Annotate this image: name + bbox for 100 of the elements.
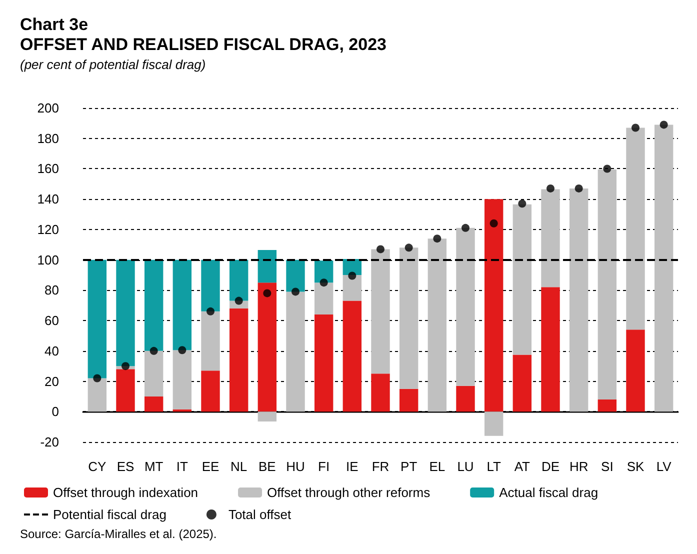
bar bbox=[569, 188, 588, 412]
point bbox=[433, 234, 442, 243]
legend-label: Potential fiscal drag bbox=[53, 507, 166, 522]
x-tick-label: EE bbox=[202, 459, 220, 474]
x-tick-label: NL bbox=[230, 459, 248, 474]
point bbox=[234, 296, 243, 305]
bar bbox=[371, 374, 390, 412]
x-tick-label: SK bbox=[626, 459, 644, 474]
x-tick-label: AT bbox=[514, 459, 530, 474]
x-tick-label: MT bbox=[144, 459, 164, 474]
point bbox=[122, 362, 130, 370]
bar bbox=[172, 350, 192, 410]
y-tick-label: 140 bbox=[37, 192, 59, 207]
bar bbox=[456, 228, 475, 386]
bar bbox=[626, 330, 645, 412]
bar bbox=[258, 282, 277, 412]
x-tick-label: HR bbox=[569, 459, 588, 474]
bar bbox=[314, 282, 334, 314]
x-tick-label: LV bbox=[656, 459, 672, 474]
y-tick-label: -20 bbox=[40, 434, 59, 450]
bar bbox=[144, 350, 164, 396]
y-tick-label: 200 bbox=[37, 100, 59, 116]
x-tick-label: BE bbox=[258, 459, 276, 474]
bar bbox=[342, 300, 362, 412]
point bbox=[150, 346, 158, 355]
point bbox=[348, 272, 356, 280]
bar bbox=[201, 311, 220, 371]
bar bbox=[229, 308, 248, 412]
bar bbox=[399, 388, 418, 412]
x-tick-label: PT bbox=[400, 459, 418, 474]
chart-title: Chart 3e OFFSET AND REALISED FISCAL DRAG, 2023 bbox=[20, 15, 386, 54]
x-tick-label: LU bbox=[457, 459, 474, 474]
x-tick-label: HU bbox=[286, 459, 305, 474]
bar bbox=[541, 287, 560, 412]
bar bbox=[484, 199, 504, 412]
y-tick-label: 60 bbox=[44, 313, 59, 328]
point bbox=[206, 307, 214, 316]
bar bbox=[258, 250, 277, 283]
point bbox=[603, 164, 612, 173]
bar bbox=[258, 412, 277, 422]
bar bbox=[116, 369, 135, 412]
x-tick-label: CY bbox=[88, 459, 107, 474]
bar bbox=[314, 314, 334, 412]
source-note: Source: García-Miralles et al. (2025). bbox=[20, 527, 217, 541]
x-tick-label: EL bbox=[429, 459, 446, 474]
bar bbox=[201, 370, 220, 412]
bar bbox=[229, 260, 248, 301]
y-tick-label: 100 bbox=[37, 252, 59, 268]
y-tick-label: 120 bbox=[37, 222, 59, 237]
x-tick-label: SI bbox=[601, 459, 614, 474]
y-tick-label: 180 bbox=[37, 130, 59, 146]
y-tick-label: 20 bbox=[44, 374, 59, 389]
bar bbox=[88, 260, 107, 378]
y-tick-label: 80 bbox=[44, 282, 59, 298]
bar bbox=[626, 128, 645, 330]
bar bbox=[172, 260, 192, 350]
bar bbox=[144, 260, 164, 351]
bar bbox=[371, 249, 390, 374]
point bbox=[263, 289, 272, 298]
point bbox=[178, 346, 186, 354]
point bbox=[546, 184, 554, 192]
bar bbox=[598, 399, 617, 412]
bar bbox=[314, 260, 334, 283]
x-tick-label: IE bbox=[346, 459, 359, 474]
point bbox=[320, 278, 328, 287]
x-tick-label: FR bbox=[372, 459, 390, 474]
bar bbox=[512, 354, 532, 412]
x-tick-label: DE bbox=[541, 459, 560, 474]
point bbox=[93, 374, 102, 382]
y-tick-label: 40 bbox=[44, 343, 59, 358]
chart-subtitle: (per cent of potential fiscal drag) bbox=[20, 57, 206, 72]
point bbox=[518, 200, 526, 208]
point bbox=[660, 120, 668, 129]
point bbox=[490, 219, 498, 228]
bar bbox=[399, 248, 418, 389]
legend-label: Total offset bbox=[228, 507, 292, 522]
bar bbox=[201, 260, 220, 312]
x-tick-label: ES bbox=[116, 459, 134, 474]
bar bbox=[88, 378, 107, 412]
point bbox=[404, 244, 413, 252]
bar bbox=[286, 292, 305, 412]
bar bbox=[598, 169, 617, 400]
bar bbox=[342, 275, 362, 301]
x-tick-label: LT bbox=[486, 459, 501, 474]
bar bbox=[456, 386, 475, 412]
point bbox=[462, 224, 470, 232]
y-tick-label: 0 bbox=[52, 404, 59, 420]
bar bbox=[654, 124, 674, 412]
x-tick-label: IT bbox=[176, 459, 188, 474]
x-tick-label: FI bbox=[318, 459, 330, 474]
legend-label: Offset through indexation bbox=[53, 485, 198, 500]
bar bbox=[286, 260, 305, 292]
bar bbox=[541, 189, 560, 288]
legend-label: Offset through other reforms bbox=[267, 485, 431, 500]
point bbox=[292, 288, 300, 296]
legend-label: Actual fiscal drag bbox=[499, 485, 598, 500]
point bbox=[574, 184, 583, 192]
bar bbox=[428, 238, 447, 412]
point bbox=[376, 245, 384, 254]
bar bbox=[144, 396, 164, 412]
